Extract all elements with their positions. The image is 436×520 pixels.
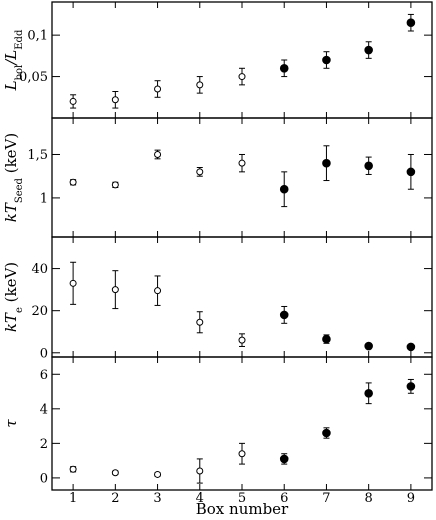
data-point-open	[154, 287, 162, 295]
data-point-open	[69, 279, 77, 287]
data-point-open	[111, 96, 119, 104]
y-tick-label: 2	[40, 437, 48, 452]
data-point-open	[196, 318, 204, 326]
y-tick-label: 0,1	[27, 29, 48, 44]
y-tick-label: 1	[40, 191, 48, 206]
panel-frame	[51, 117, 433, 238]
data-point-filled	[322, 428, 331, 438]
y-axis-label: kTSeed (keV)	[2, 133, 25, 222]
data-point-filled	[364, 388, 373, 398]
x-tick-label: 5	[238, 491, 246, 506]
data-point-filled	[364, 341, 373, 351]
y-tick-label: 4	[40, 402, 48, 417]
y-tick-label: 1,5	[27, 148, 48, 163]
y-axis-label: τ	[2, 419, 20, 428]
data-point-filled	[322, 55, 331, 65]
data-point-open	[238, 336, 246, 344]
data-point-filled	[364, 161, 373, 171]
panel-frame	[51, 356, 433, 491]
panel-tau: 0 2 4 6 τ	[2, 356, 433, 491]
data-point-filled	[322, 158, 331, 168]
data-point-open	[154, 150, 162, 158]
x-tick-label: 8	[365, 491, 373, 506]
x-tick-label: 9	[407, 491, 415, 506]
data-point-filled	[406, 342, 416, 352]
data-point-filled	[279, 63, 289, 73]
data-point-open	[69, 97, 77, 105]
x-tick-label: 2	[111, 491, 119, 506]
data-point-filled	[406, 18, 416, 28]
y-tick-label: 0,05	[19, 70, 48, 85]
data-point-open	[238, 450, 246, 458]
x-tick-label: 7	[322, 491, 330, 506]
data-point-open	[111, 286, 119, 294]
data-point-filled	[406, 167, 416, 177]
data-point-open	[196, 168, 204, 176]
data-point-open	[111, 469, 119, 477]
y-tick-label: 6	[40, 368, 48, 383]
data-point-filled	[279, 184, 289, 194]
x-tick-label: 4	[196, 491, 204, 506]
data-point-open	[196, 467, 204, 475]
data-point-filled	[322, 334, 331, 344]
data-point-filled	[406, 382, 416, 391]
x-tick-label: 6	[280, 491, 288, 506]
data-point-open	[238, 73, 246, 81]
y-axis-label: kTe (keV)	[2, 262, 25, 332]
x-tick-label: 1	[69, 491, 77, 506]
panel-frame	[51, 1, 433, 119]
y-tick-label: 0	[40, 346, 48, 361]
x-tick-label: 3	[153, 491, 161, 506]
data-point-open	[154, 470, 162, 478]
data-point-open	[196, 81, 204, 89]
y-tick-label: 0	[40, 471, 48, 486]
panel-kt_e: 0 20 40 kTe (keV)	[2, 236, 433, 361]
data-point-filled	[364, 45, 373, 55]
y-tick-label: 20	[31, 304, 48, 319]
data-point-open	[238, 159, 246, 167]
x-axis-label: Box number	[196, 500, 289, 518]
data-point-open	[154, 85, 162, 93]
data-point-open	[69, 465, 77, 473]
y-tick-label: 40	[31, 262, 48, 277]
data-point-filled	[279, 454, 289, 464]
data-point-filled	[279, 310, 289, 320]
data-point-open	[111, 181, 119, 189]
y-axis-label: Lbol/LEdd	[2, 29, 25, 91]
data-point-open	[69, 178, 77, 186]
